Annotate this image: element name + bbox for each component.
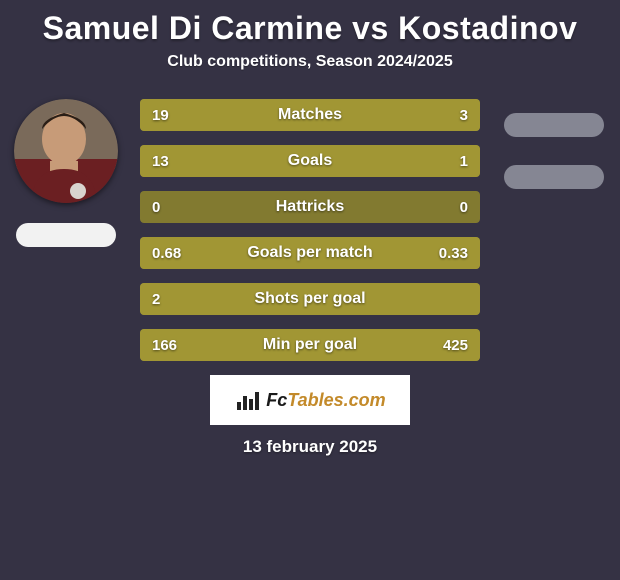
stats-bars: 19Matches3 13Goals1 0Hattricks0 0.68Goals p… [140, 99, 480, 361]
page-subtitle: Club competitions, Season 2024/2025 [0, 53, 620, 71]
stat-value-left: 13 [140, 153, 210, 170]
stat-label: Matches [210, 106, 410, 124]
branding-logo-icon [234, 386, 262, 414]
stat-row: 166Min per goal425 [140, 329, 480, 361]
player-right-name-pill [504, 113, 604, 137]
stat-label: Goals [210, 152, 410, 170]
avatar-placeholder-icon [14, 99, 118, 203]
comparison-stage: 19Matches3 13Goals1 0Hattricks0 0.68Goals p… [0, 99, 620, 361]
stat-row: 0.68Goals per match0.33 [140, 237, 480, 269]
player-left-column [6, 99, 126, 247]
stat-label: Hattricks [210, 198, 410, 216]
stat-value-right: 0.33 [410, 245, 480, 262]
stat-value-right: 1 [410, 153, 480, 170]
stat-value-left: 0.68 [140, 245, 210, 262]
stat-row: 2Shots per goal [140, 283, 480, 315]
stat-value-right: 3 [410, 107, 480, 124]
stat-value-left: 166 [140, 337, 210, 354]
stat-value-right: 425 [410, 337, 480, 354]
stat-label: Shots per goal [210, 290, 410, 308]
stat-value-left: 2 [140, 291, 210, 308]
stat-row: 13Goals1 [140, 145, 480, 177]
player-left-avatar [14, 99, 118, 203]
stat-value-left: 0 [140, 199, 210, 216]
stat-row: 0Hattricks0 [140, 191, 480, 223]
stat-value-left: 19 [140, 107, 210, 124]
player-left-name-pill [16, 223, 116, 247]
branding-text: FcTables.com [266, 390, 385, 411]
player-right-name-pill-2 [504, 165, 604, 189]
stat-label: Min per goal [210, 336, 410, 354]
page-title: Samuel Di Carmine vs Kostadinov [0, 0, 620, 53]
date-label: 13 february 2025 [0, 437, 620, 457]
branding-badge: FcTables.com [210, 375, 410, 425]
player-right-column [494, 99, 614, 189]
stat-row: 19Matches3 [140, 99, 480, 131]
stat-value-right: 0 [410, 199, 480, 216]
stat-label: Goals per match [210, 244, 410, 262]
